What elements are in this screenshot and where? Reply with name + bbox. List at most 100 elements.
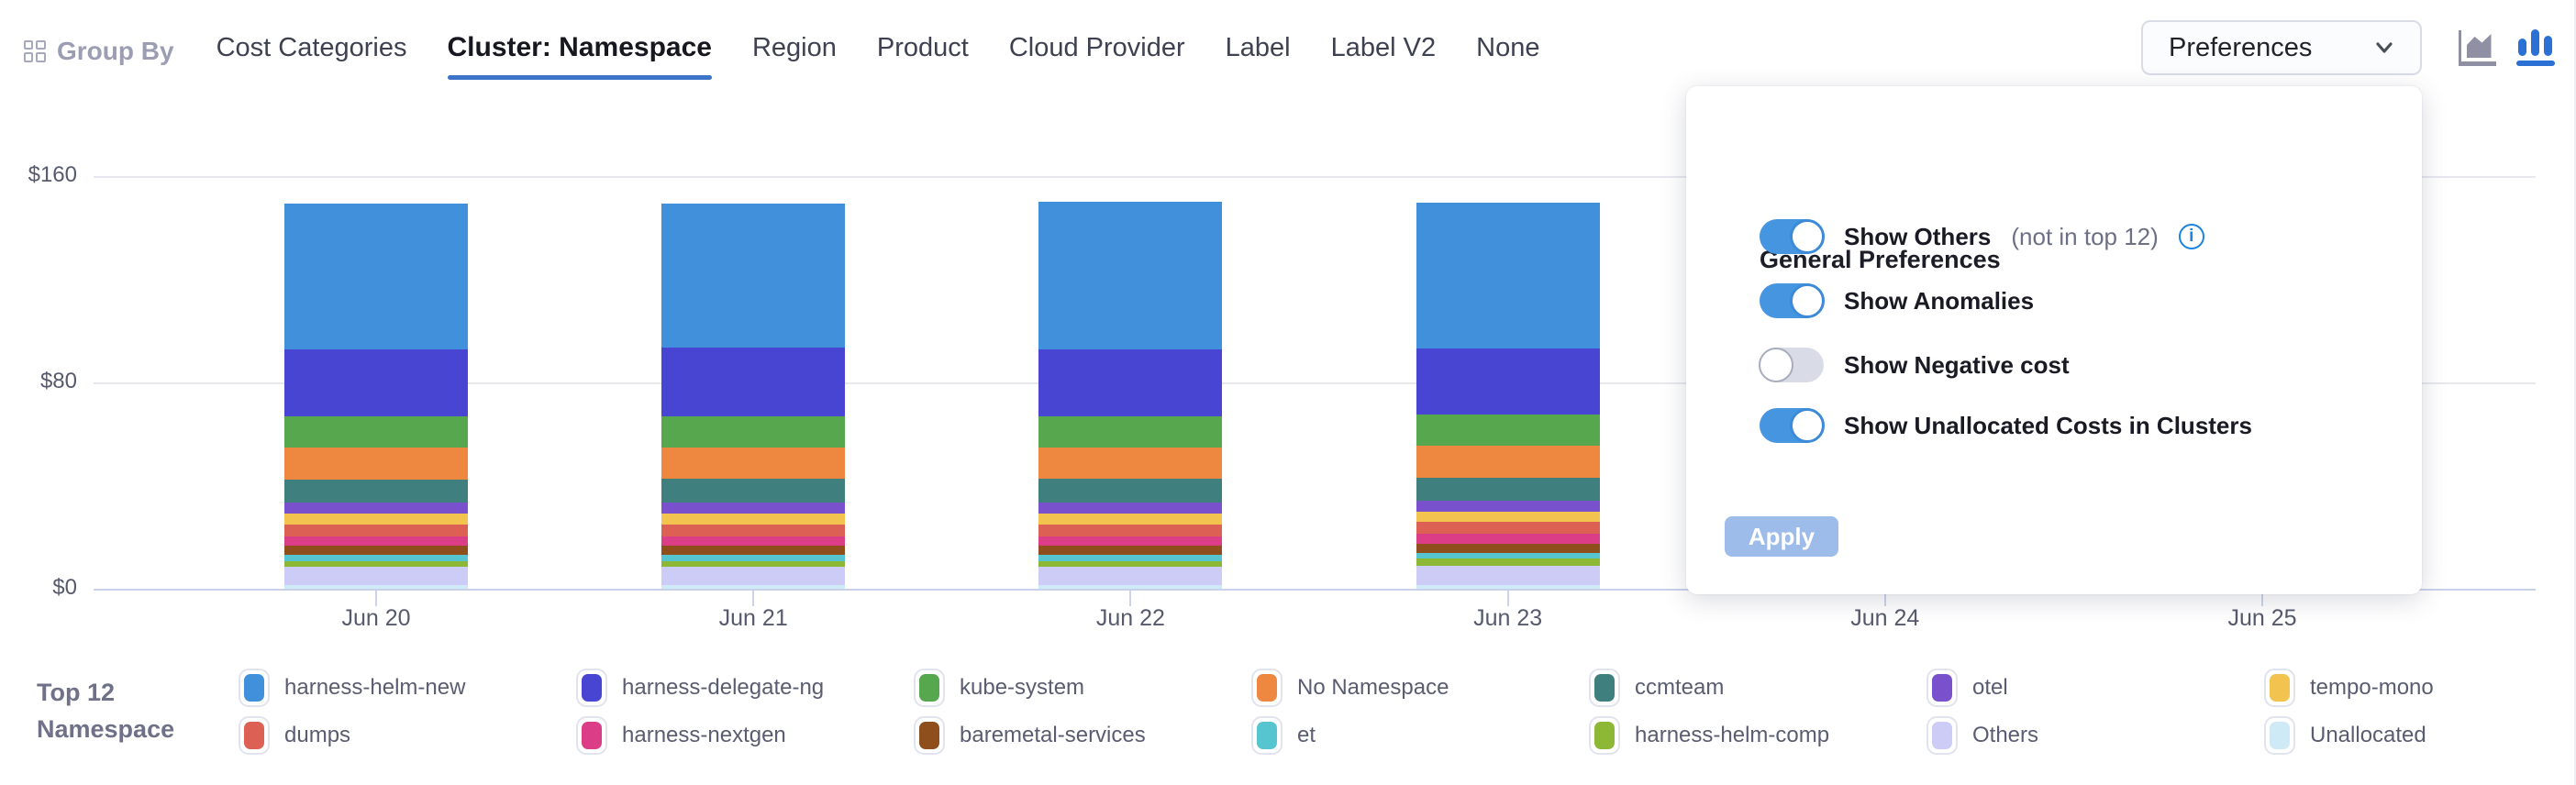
- bar-segment-others[interactable]: [661, 566, 846, 586]
- bar-segment-harness-delegate-ng[interactable]: [1038, 348, 1223, 416]
- bar-segment-ccmteam[interactable]: [284, 479, 468, 503]
- legend-swatch: [244, 722, 264, 749]
- bar-segment-otel[interactable]: [661, 502, 846, 514]
- bar-segment-harness-nextgen[interactable]: [284, 536, 468, 547]
- bar-segment-others[interactable]: [1416, 565, 1600, 586]
- bar-segment-harness-helm-new[interactable]: [1038, 202, 1223, 349]
- bar-segment-baremetal-services[interactable]: [1038, 545, 1223, 555]
- tab-cluster-namespace[interactable]: Cluster: Namespace: [447, 27, 713, 80]
- bar-segment-et[interactable]: [1416, 552, 1600, 558]
- legend-item-baremetal-services[interactable]: baremetal-services: [914, 715, 1146, 756]
- bar-segment-baremetal-services[interactable]: [1416, 543, 1600, 553]
- area-chart-icon[interactable]: [2457, 27, 2499, 69]
- preference-row-show-unallocated-costs-in-clusters: Show Unallocated Costs in Clusters: [1760, 405, 2252, 446]
- bar-segment-dumps[interactable]: [1416, 522, 1600, 535]
- legend-item-others[interactable]: Others: [1926, 715, 2038, 756]
- bar-segment-dumps[interactable]: [1038, 524, 1223, 536]
- legend-item-harness-helm-comp[interactable]: harness-helm-comp: [1589, 715, 1829, 756]
- toggle-show-anomalies[interactable]: [1760, 283, 1825, 318]
- bar-segment-unallocated[interactable]: [284, 585, 468, 589]
- bar-segment-dumps[interactable]: [661, 524, 846, 536]
- bar-segment-harness-nextgen[interactable]: [661, 536, 846, 546]
- legend-item-otel[interactable]: otel: [1926, 668, 2008, 708]
- bar-segment-harness-helm-comp[interactable]: [661, 560, 846, 567]
- bar-segment-tempo-mono[interactable]: [1038, 513, 1223, 525]
- toggle-show-negative-cost[interactable]: [1759, 348, 1824, 382]
- bar-segment-harness-helm-comp[interactable]: [1038, 560, 1223, 567]
- bar-segment-harness-delegate-ng[interactable]: [661, 348, 846, 416]
- bar-segment-et[interactable]: [1038, 554, 1223, 561]
- legend-item-harness-delegate-ng[interactable]: harness-delegate-ng: [576, 668, 824, 708]
- x-axis-tick: [1506, 591, 1509, 606]
- legend-item-unallocated[interactable]: Unallocated: [2264, 715, 2426, 756]
- bar-segment-et[interactable]: [661, 554, 846, 561]
- legend-swatch-ring: [1251, 669, 1282, 707]
- bar-segment-kube-system[interactable]: [284, 415, 468, 448]
- bar-segment-no-namespace[interactable]: [1038, 447, 1223, 480]
- bar-segment-no-namespace[interactable]: [1416, 445, 1600, 478]
- legend-item-harness-nextgen[interactable]: harness-nextgen: [576, 715, 786, 756]
- bar-segment-otel[interactable]: [284, 502, 468, 514]
- bar-segment-tempo-mono[interactable]: [1416, 511, 1600, 523]
- bar-segment-harness-helm-new[interactable]: [1416, 202, 1600, 348]
- header-right: Preferences: [2141, 20, 2556, 75]
- legend-item-harness-helm-new[interactable]: harness-helm-new: [239, 668, 465, 708]
- bar-segment-harness-nextgen[interactable]: [1416, 534, 1600, 544]
- bar-segment-et[interactable]: [284, 555, 468, 562]
- bar-segment-kube-system[interactable]: [1416, 414, 1600, 446]
- legend-item-dumps[interactable]: dumps: [239, 715, 350, 756]
- bar-segment-no-namespace[interactable]: [661, 448, 846, 480]
- bar-segment-tempo-mono[interactable]: [284, 513, 468, 525]
- bar-segment-otel[interactable]: [1038, 502, 1223, 514]
- legend-item-tempo-mono[interactable]: tempo-mono: [2264, 668, 2434, 708]
- bar-segment-harness-helm-comp[interactable]: [284, 561, 468, 568]
- bar-segment-kube-system[interactable]: [1038, 415, 1223, 448]
- bar-segment-others[interactable]: [1038, 566, 1223, 586]
- legend-item-no-namespace[interactable]: No Namespace: [1251, 668, 1449, 708]
- legend-label: baremetal-services: [960, 723, 1146, 747]
- bar-segment-harness-helm-new[interactable]: [661, 203, 846, 348]
- bar-segment-baremetal-services[interactable]: [284, 546, 468, 556]
- bar-segment-tempo-mono[interactable]: [661, 514, 846, 525]
- legend-label: harness-helm-new: [284, 675, 466, 700]
- bar-segment-kube-system[interactable]: [661, 415, 846, 448]
- tab-label[interactable]: Label: [1226, 28, 1291, 76]
- bar-segment-others[interactable]: [284, 567, 468, 586]
- tab-product[interactable]: Product: [877, 28, 969, 76]
- bar-segment-dumps[interactable]: [284, 524, 468, 536]
- bar-segment-harness-delegate-ng[interactable]: [1416, 348, 1600, 415]
- bar-segment-harness-helm-new[interactable]: [284, 203, 468, 349]
- x-axis-tick: [2261, 591, 2263, 606]
- apply-button[interactable]: Apply: [1725, 516, 1838, 557]
- x-axis-tick: [1883, 591, 1886, 606]
- bar-segment-no-namespace[interactable]: [284, 447, 468, 480]
- bar-segment-unallocated[interactable]: [1038, 585, 1223, 589]
- tab-cost-categories[interactable]: Cost Categories: [217, 28, 407, 76]
- tab-label-v2[interactable]: Label V2: [1331, 28, 1437, 76]
- bar-segment-harness-delegate-ng[interactable]: [284, 348, 468, 416]
- bar-segment-ccmteam[interactable]: [1416, 477, 1600, 501]
- x-axis-tick: [375, 591, 377, 606]
- legend-swatch-ring: [239, 716, 270, 755]
- preference-label-suffix: (not in top 12): [2011, 222, 2159, 250]
- bar-segment-otel[interactable]: [1416, 500, 1600, 512]
- bar-segment-baremetal-services[interactable]: [661, 545, 846, 555]
- tab-region[interactable]: Region: [752, 28, 837, 76]
- toggle-show-others[interactable]: [1760, 219, 1825, 254]
- bar-segment-unallocated[interactable]: [1416, 585, 1600, 589]
- bar-segment-ccmteam[interactable]: [661, 479, 846, 503]
- bar-segment-unallocated[interactable]: [661, 585, 846, 589]
- legend-item-ccmteam[interactable]: ccmteam: [1589, 668, 1724, 708]
- preferences-dropdown[interactable]: Preferences: [2141, 20, 2422, 75]
- bar-segment-ccmteam[interactable]: [1038, 479, 1223, 503]
- preference-label: Show Unallocated Costs in Clusters: [1844, 411, 2252, 439]
- tab-none[interactable]: None: [1476, 28, 1539, 76]
- bar-segment-harness-nextgen[interactable]: [1038, 536, 1223, 546]
- tab-cloud-provider[interactable]: Cloud Provider: [1009, 28, 1185, 76]
- legend-item-kube-system[interactable]: kube-system: [914, 668, 1084, 708]
- toggle-show-unallocated-costs-in-clusters[interactable]: [1760, 408, 1825, 443]
- bar-chart-icon[interactable]: [2515, 27, 2556, 69]
- bar-segment-harness-helm-comp[interactable]: [1416, 558, 1600, 566]
- info-icon[interactable]: i: [2178, 224, 2204, 249]
- legend-item-et[interactable]: et: [1251, 715, 1316, 756]
